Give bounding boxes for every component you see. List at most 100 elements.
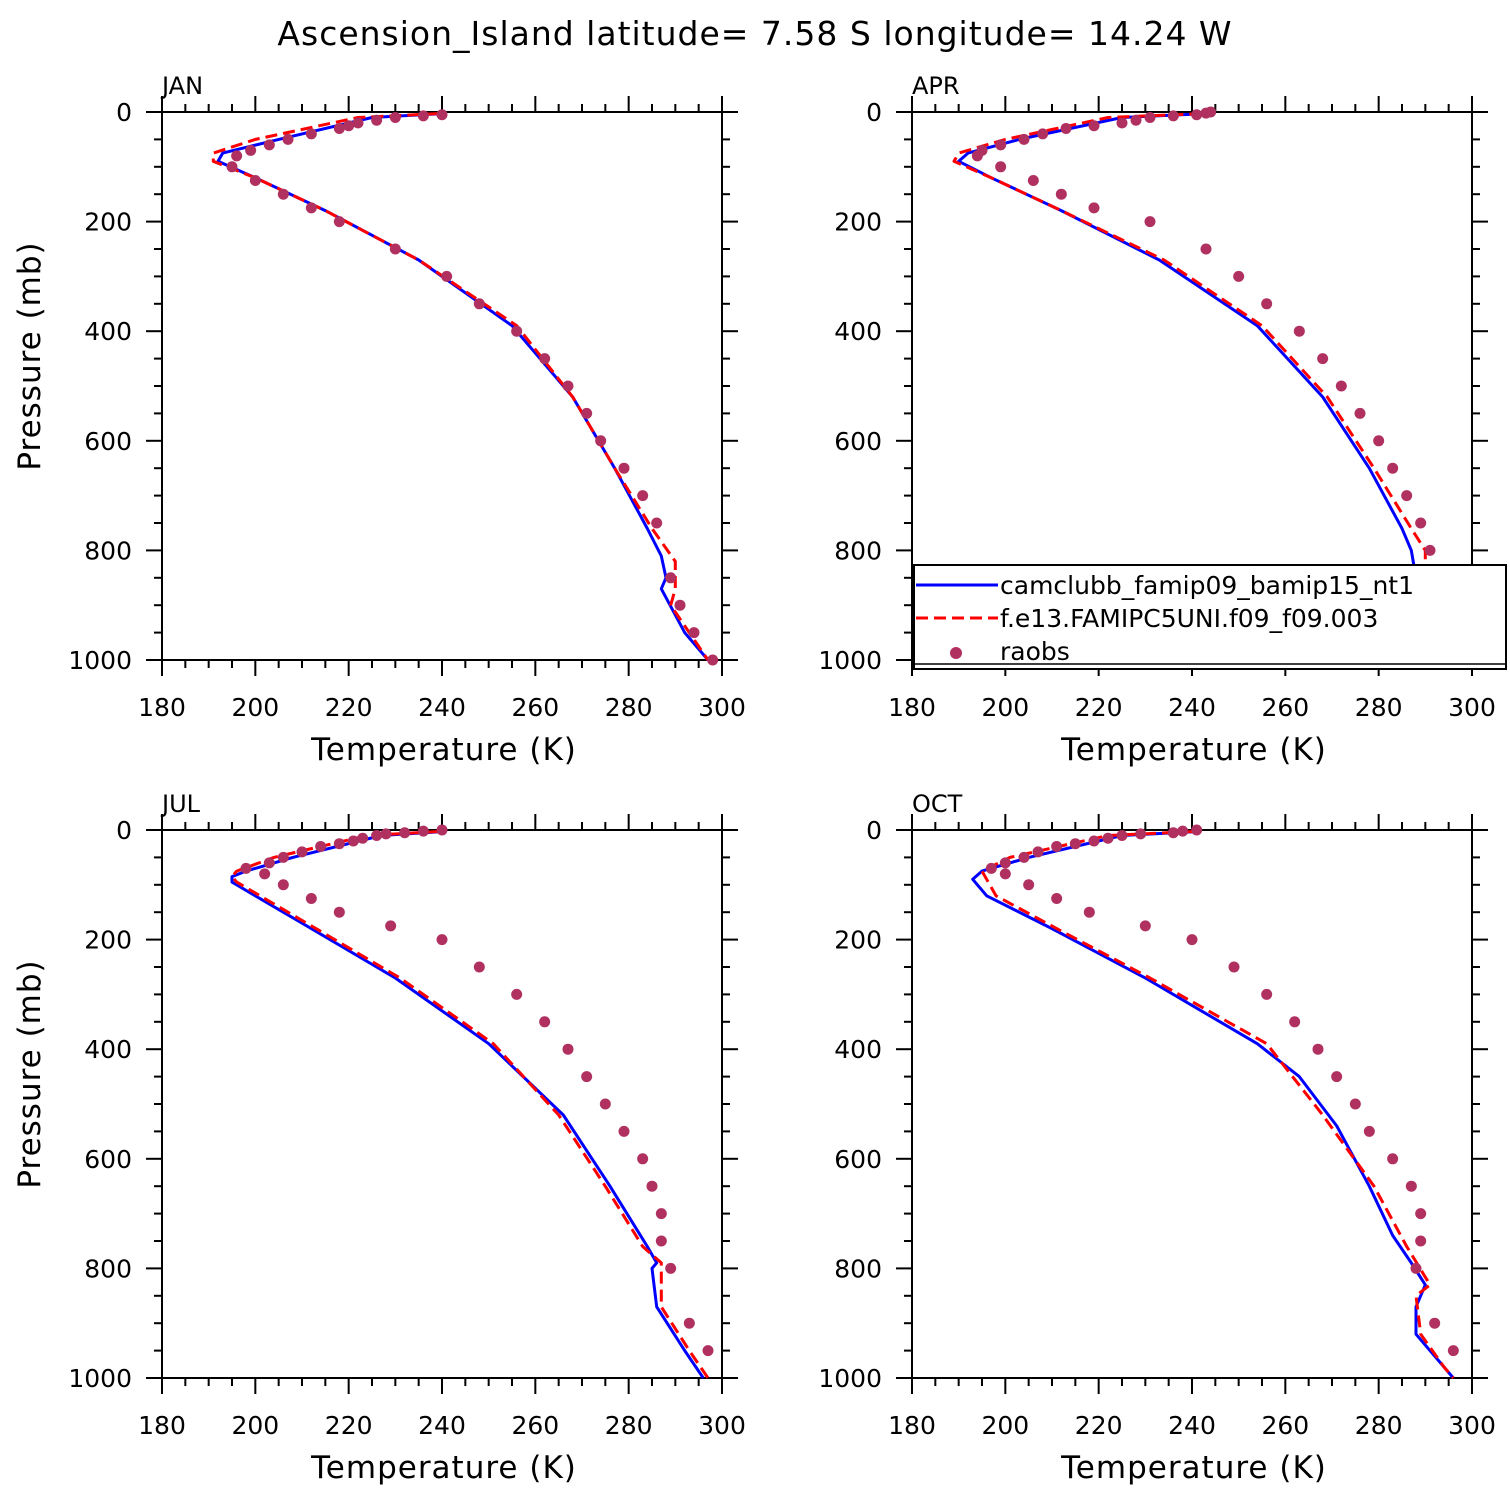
x-tick-label: 300 (1448, 693, 1496, 722)
x-tick-label: 280 (605, 693, 653, 722)
y-axis-title: Pressure (mb) (12, 241, 48, 470)
raobs-point (707, 654, 719, 666)
x-axis-title: Temperature (K) (310, 732, 577, 768)
raobs-point (665, 572, 677, 584)
raobs-point (305, 128, 317, 140)
raobs-point (1331, 1071, 1343, 1083)
x-tick-label: 260 (511, 1411, 559, 1440)
y-tick-label: 800 (84, 1254, 132, 1283)
raobs-point (1144, 111, 1156, 123)
y-tick-label: 600 (84, 427, 132, 456)
raobs-point (245, 144, 257, 156)
raobs-point (296, 846, 308, 858)
x-tick-label: 240 (1168, 693, 1216, 722)
panel-apr: APR 180 200 220 240 260 280 300 0 200 400 600 800 100… (818, 72, 1507, 768)
raobs-point (562, 1043, 574, 1055)
x-tick-label: 260 (1261, 1411, 1309, 1440)
y-tick-label: 1000 (818, 646, 882, 675)
y-tick-label: 0 (866, 98, 882, 127)
x-tick-label: 220 (1075, 693, 1123, 722)
x-tick-label: 280 (605, 1411, 653, 1440)
raobs-point (473, 298, 485, 310)
y-tick-label: 800 (834, 1254, 882, 1283)
raobs-point (1233, 270, 1245, 282)
raobs-point (595, 435, 607, 447)
raobs-point (674, 599, 686, 611)
raobs-point (618, 462, 630, 474)
panel-label: OCT (912, 790, 963, 818)
raobs-point (473, 961, 485, 973)
y-tick-label: 200 (84, 926, 132, 955)
raobs-point (995, 161, 1007, 173)
raobs-point (562, 380, 574, 392)
raobs-point (240, 862, 252, 874)
y-tick-label: 600 (84, 1145, 132, 1174)
raobs-point (539, 353, 551, 365)
raobs-point (1088, 835, 1100, 847)
x-tick-label: 200 (981, 693, 1029, 722)
y-tick-label: 600 (834, 1145, 882, 1174)
x-tick-label: 240 (418, 1411, 466, 1440)
raobs-point (1424, 544, 1436, 556)
panel-label: JAN (160, 72, 203, 100)
panels-group: JAN 180 200 220 240 260 280 300 0 200 400 600 800 100… (12, 72, 1507, 1486)
x-tick-label: 200 (981, 1411, 1029, 1440)
raobs-point (581, 1071, 593, 1083)
raobs-point (1069, 838, 1081, 850)
raobs-point (333, 122, 345, 134)
y-tick-label: 400 (84, 1035, 132, 1064)
raobs-point (305, 893, 317, 904)
raobs-point (259, 868, 271, 880)
x-axis-title: Temperature (K) (1060, 1450, 1327, 1486)
x-tick-label: 240 (1168, 1411, 1216, 1440)
raobs-point (357, 832, 369, 844)
raobs-point (352, 117, 364, 129)
x-tick-label: 220 (325, 693, 373, 722)
raobs-point (417, 825, 429, 837)
raobs-point (1139, 920, 1151, 932)
x-tick-label: 200 (231, 693, 279, 722)
series-line-model2 (230, 830, 710, 1379)
y-tick-label: 0 (866, 816, 882, 845)
raobs-point (226, 161, 238, 173)
figure-title: Ascension_Island latitude= 7.58 S longit… (277, 14, 1232, 53)
raobs-point (231, 150, 243, 162)
raobs-point (347, 835, 359, 847)
raobs-point (1144, 216, 1156, 228)
raobs-point (637, 490, 649, 502)
raobs-point (389, 111, 401, 123)
raobs-point (683, 1317, 695, 1329)
raobs-point (599, 1098, 611, 1110)
series-line-model1 (971, 830, 1455, 1379)
x-tick-label: 300 (698, 1411, 746, 1440)
y-axis-title: Pressure (mb) (12, 959, 48, 1188)
raobs-point (1349, 1098, 1361, 1110)
raobs-point (665, 1262, 677, 1274)
raobs-point (1018, 133, 1030, 145)
raobs-point (1018, 851, 1030, 863)
raobs-point (1200, 243, 1212, 255)
raobs-point (1387, 1153, 1399, 1165)
raobs-point (1191, 109, 1203, 121)
raobs-point (511, 988, 523, 1000)
raobs-point (305, 202, 317, 214)
legend-box (913, 564, 1507, 670)
raobs-point (1130, 114, 1142, 126)
raobs-point (1447, 1345, 1459, 1357)
raobs-point (1032, 846, 1044, 858)
raobs-point (282, 133, 294, 145)
raobs-point (436, 109, 448, 121)
raobs-point (333, 906, 345, 918)
x-tick-label: 180 (888, 693, 936, 722)
raobs-point (688, 627, 700, 639)
x-tick-label: 300 (1448, 1411, 1496, 1440)
raobs-point (1083, 906, 1095, 918)
legend-label: camclubb_famip09_bamip15_nt1 (1000, 571, 1414, 600)
raobs-point (1023, 879, 1035, 891)
raobs-point (637, 1153, 649, 1165)
panel-jul: JUL 180 200 220 240 260 280 300 0 200 400 600 800 100… (12, 790, 746, 1486)
raobs-point (999, 857, 1011, 869)
raobs-point (399, 827, 411, 839)
raobs-point (389, 243, 401, 255)
